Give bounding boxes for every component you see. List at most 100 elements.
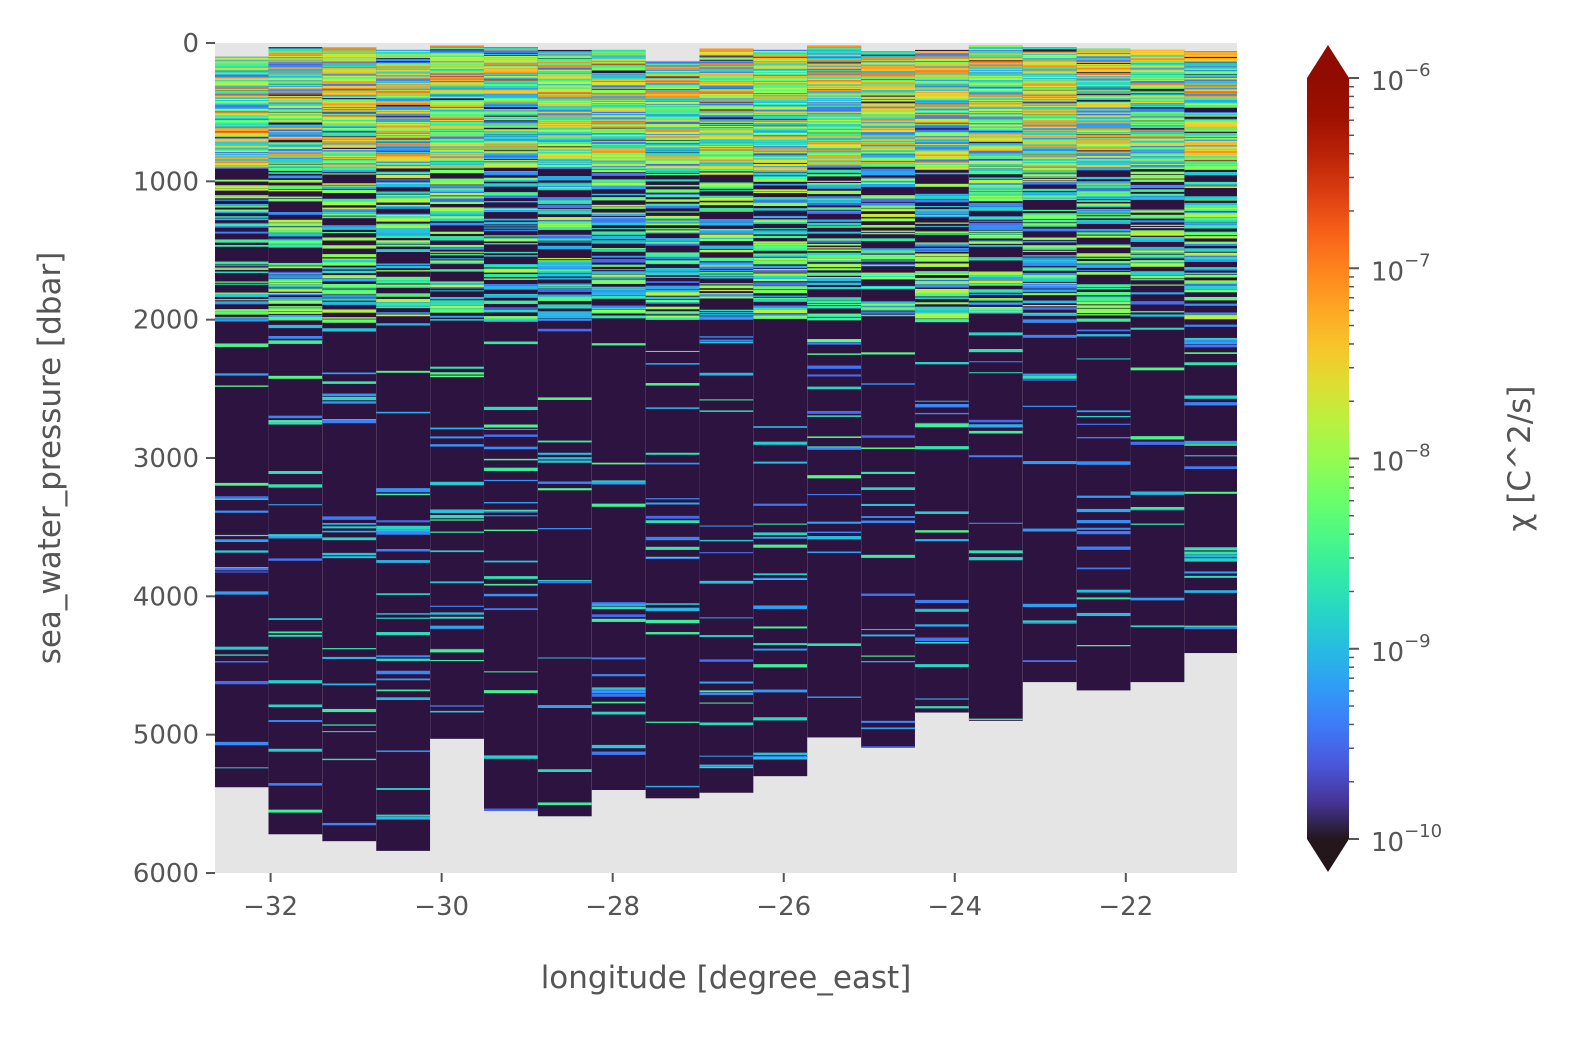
chi-stripe xyxy=(215,373,269,376)
chi-stripe xyxy=(591,159,646,161)
chi-stripe xyxy=(968,207,1023,211)
chi-stripe xyxy=(1184,248,1237,252)
chi-stripe xyxy=(376,697,431,701)
chi-stripe xyxy=(268,318,323,320)
chi-stripe xyxy=(484,671,538,673)
chi-stripe xyxy=(1130,131,1185,134)
chi-stripe xyxy=(484,64,538,67)
chi-stripe xyxy=(968,332,1023,336)
chi-stripe xyxy=(645,189,700,193)
chi-stripe xyxy=(645,238,700,241)
chi-stripe xyxy=(430,189,484,193)
chi-stripe xyxy=(1022,217,1077,220)
chi-stripe xyxy=(968,99,1023,103)
chi-stripe xyxy=(861,153,915,155)
chi-stripe xyxy=(268,164,323,166)
chi-stripe xyxy=(322,328,377,332)
chi-stripe xyxy=(215,88,269,91)
chi-stripe xyxy=(968,61,1023,63)
chi-stripe xyxy=(376,265,431,269)
chi-stripe xyxy=(807,521,862,524)
chi-stripe xyxy=(1184,558,1237,562)
chi-stripe xyxy=(268,145,323,148)
chi-stripe xyxy=(591,111,646,114)
chi-stripe xyxy=(915,106,969,109)
chi-stripe xyxy=(968,92,1023,95)
chi-stripe xyxy=(215,498,269,500)
chi-stripe xyxy=(322,49,377,51)
chi-stripe xyxy=(268,536,323,539)
chi-stripe xyxy=(430,46,484,49)
chi-stripe xyxy=(753,215,808,218)
chi-stripe xyxy=(807,531,862,534)
chi-stripe xyxy=(1184,280,1237,282)
station-column xyxy=(1184,51,1237,654)
chi-stripe xyxy=(915,165,969,167)
chi-stripe xyxy=(915,52,969,54)
chi-stripe xyxy=(1130,134,1185,137)
chi-stripe xyxy=(915,243,969,245)
chi-stripe xyxy=(484,88,538,90)
chi-stripe xyxy=(699,265,754,268)
chi-stripe xyxy=(430,135,484,138)
chi-stripe xyxy=(268,704,323,708)
chi-stripe xyxy=(484,119,538,121)
chi-stripe xyxy=(807,238,862,240)
chi-stripe xyxy=(699,539,754,542)
chi-stripe xyxy=(645,99,700,102)
chi-stripe xyxy=(537,318,592,321)
chi-stripe xyxy=(753,523,808,525)
chi-stripe xyxy=(968,220,1023,222)
chi-stripe xyxy=(591,657,646,660)
station-column xyxy=(268,47,323,835)
chi-stripe xyxy=(645,232,700,234)
chi-stripe xyxy=(484,58,538,60)
chi-stripe xyxy=(322,317,377,319)
chi-stripe xyxy=(537,143,592,146)
chi-stripe xyxy=(645,407,700,409)
chi-stripe xyxy=(1184,115,1237,117)
chi-stripe xyxy=(322,70,377,73)
chi-stripe xyxy=(699,182,754,184)
chi-stripe xyxy=(484,57,538,59)
chi-stripe xyxy=(861,230,915,232)
chi-stripe xyxy=(807,243,862,246)
chi-stripe xyxy=(215,654,269,656)
chi-stripe xyxy=(537,260,592,263)
chi-stripe xyxy=(537,161,592,163)
chi-stripe xyxy=(915,134,969,137)
chi-stripe xyxy=(753,286,808,290)
chi-stripe xyxy=(215,244,269,247)
chi-stripe xyxy=(322,91,377,94)
chi-stripe xyxy=(484,147,538,149)
chi-stripe xyxy=(484,60,538,63)
chi-stripe xyxy=(430,315,484,318)
chi-stripe xyxy=(430,710,484,713)
chi-stripe xyxy=(699,54,754,57)
chi-stripe xyxy=(1184,81,1237,83)
chi-stripe xyxy=(376,119,431,122)
chi-stripe xyxy=(915,511,969,514)
chi-stripe xyxy=(268,167,323,170)
chi-stripe xyxy=(861,108,915,111)
chi-stripe xyxy=(322,278,377,282)
chi-stripe xyxy=(915,86,969,89)
chi-stripe xyxy=(1130,136,1185,139)
chi-stripe xyxy=(430,107,484,110)
chi-stripe xyxy=(753,189,808,192)
chi-stripe xyxy=(645,498,700,500)
chi-stripe xyxy=(430,237,484,241)
chi-stripe xyxy=(1130,506,1185,510)
chi-stripe xyxy=(430,55,484,58)
chi-stripe xyxy=(484,235,538,237)
chi-stripe xyxy=(537,51,592,53)
chi-stripe xyxy=(430,50,484,54)
chi-stripe xyxy=(322,47,377,50)
chi-stripe xyxy=(430,296,484,300)
chi-stripe xyxy=(753,114,808,116)
chi-stripe xyxy=(322,189,377,193)
chi-stripe xyxy=(268,634,323,637)
chi-stripe xyxy=(1022,275,1077,278)
chi-stripe xyxy=(645,273,700,275)
chi-stripe xyxy=(861,99,915,102)
